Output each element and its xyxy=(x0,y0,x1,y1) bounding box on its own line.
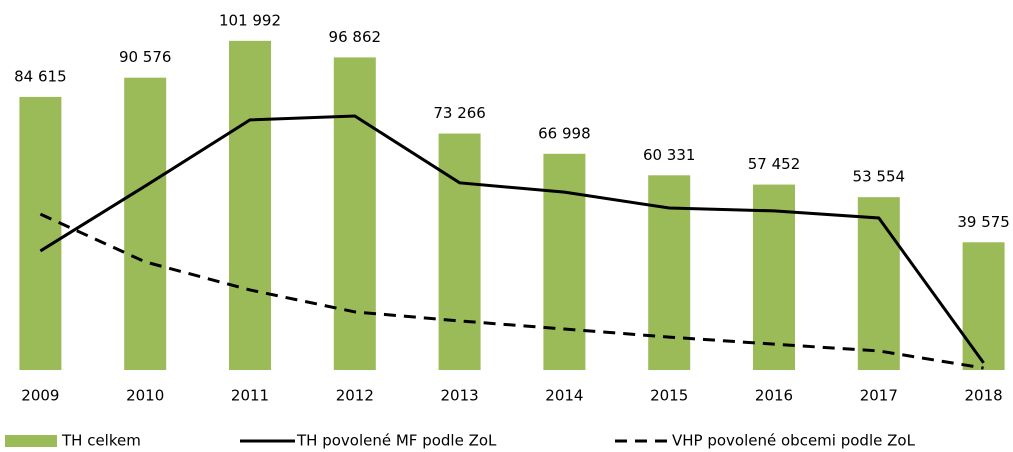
data-label: 57 452 xyxy=(748,155,801,173)
line xyxy=(39,114,985,364)
x-tick-label: 2014 xyxy=(545,387,583,405)
x-tick-label: 2009 xyxy=(21,387,59,405)
x-tick-label: 2018 xyxy=(965,387,1003,405)
legend-swatch xyxy=(5,435,57,447)
bar xyxy=(438,133,481,370)
legend-label: TH celkem xyxy=(61,432,141,450)
x-tick-label: 2012 xyxy=(336,387,374,405)
x-tick-label: 2013 xyxy=(441,387,479,405)
x-tick-label: 2010 xyxy=(126,387,164,405)
bar xyxy=(753,184,795,370)
data-label: 101 992 xyxy=(219,11,281,29)
bar xyxy=(333,57,376,371)
bar xyxy=(229,40,271,371)
x-tick-label: 2017 xyxy=(860,387,898,405)
x-tick-label: 2015 xyxy=(650,387,688,405)
line xyxy=(39,212,984,370)
data-label: 60 331 xyxy=(643,146,696,164)
bar xyxy=(19,96,62,370)
data-label: 53 554 xyxy=(853,168,906,186)
data-label: 84 615 xyxy=(14,67,67,85)
legend-label: VHP povolené obcemi podle ZoL xyxy=(672,432,916,450)
bar xyxy=(962,242,1005,370)
data-label: 39 575 xyxy=(957,213,1010,231)
bar xyxy=(124,77,167,370)
data-label: 96 862 xyxy=(329,28,382,46)
x-tick-label: 2016 xyxy=(755,387,793,405)
data-label: 73 266 xyxy=(433,104,486,122)
data-label: 90 576 xyxy=(119,48,172,66)
bar xyxy=(543,153,586,370)
x-tick-label: 2011 xyxy=(231,387,269,405)
bar xyxy=(857,197,900,370)
legend-label: TH povolené MF podle ZoL xyxy=(296,432,497,450)
data-label: 66 998 xyxy=(538,124,591,142)
